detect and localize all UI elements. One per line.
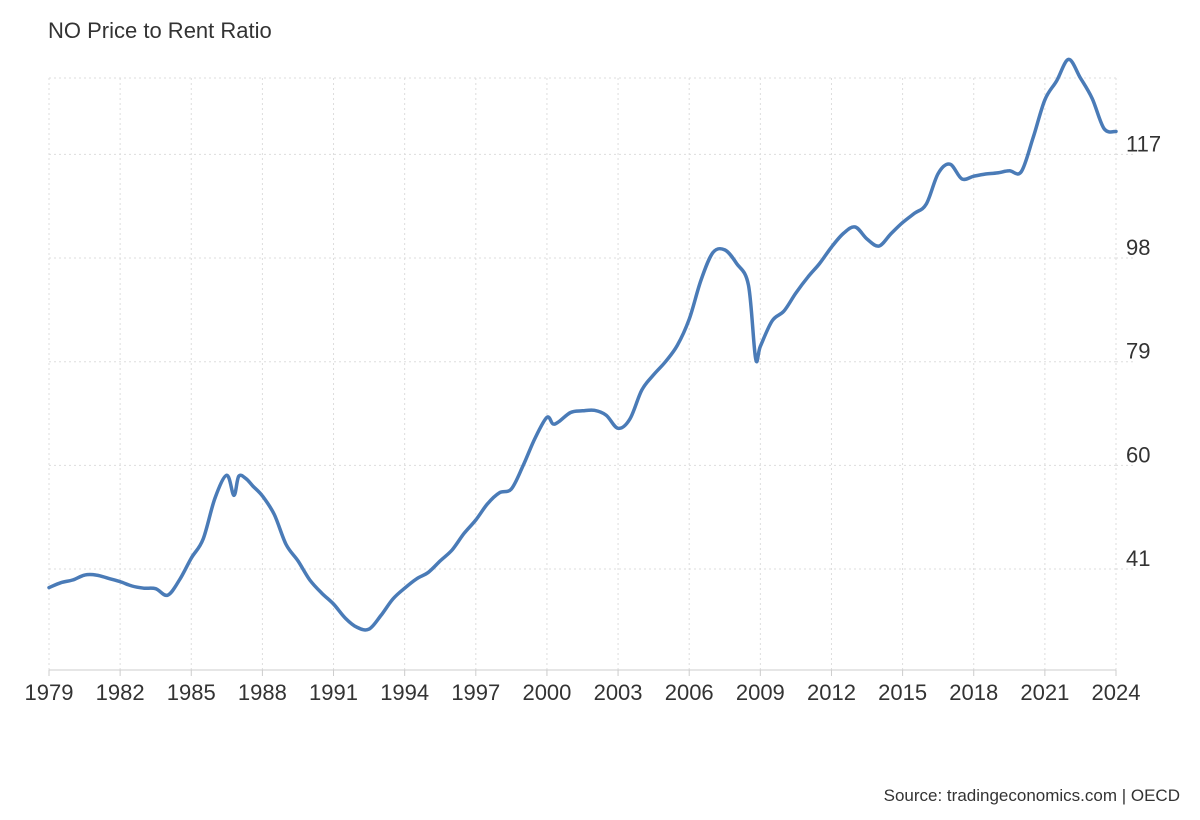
- x-tick-label: 2021: [1020, 680, 1069, 705]
- x-tick-label: 2015: [878, 680, 927, 705]
- x-tick-label: 1997: [451, 680, 500, 705]
- x-tick-label: 1994: [380, 680, 429, 705]
- y-axis-ticks: 41 60 79 98 117: [1116, 131, 1161, 571]
- series-line: [47, 57, 1118, 632]
- y-tick-label: 41: [1126, 546, 1150, 571]
- x-tick-label: 2000: [522, 680, 571, 705]
- chart-title: NO Price to Rent Ratio: [48, 18, 272, 43]
- x-tick-label: 2018: [949, 680, 998, 705]
- y-tick-label: 60: [1126, 442, 1150, 467]
- y-tick-label: 117: [1126, 131, 1161, 156]
- y-tick-label: 98: [1126, 235, 1150, 260]
- x-tick-label: 1985: [167, 680, 216, 705]
- x-tick-label: 2012: [807, 680, 856, 705]
- x-tick-label: 2024: [1092, 680, 1141, 705]
- x-axis-ticks: 1979 1982 1985 1988 1991 1994 1997 2000 2003 2006…: [25, 670, 1141, 705]
- y-tick-label: 79: [1126, 339, 1150, 364]
- x-tick-label: 1991: [309, 680, 358, 705]
- x-tick-label: 2006: [665, 680, 714, 705]
- x-tick-label: 1982: [96, 680, 145, 705]
- x-tick-label: 2009: [736, 680, 785, 705]
- x-tick-label: 1988: [238, 680, 287, 705]
- x-tick-label: 1979: [25, 680, 74, 705]
- x-tick-label: 2003: [594, 680, 643, 705]
- source-note: Source: tradingeconomics.com | OECD: [883, 786, 1180, 805]
- grid-lines: [48, 77, 1117, 670]
